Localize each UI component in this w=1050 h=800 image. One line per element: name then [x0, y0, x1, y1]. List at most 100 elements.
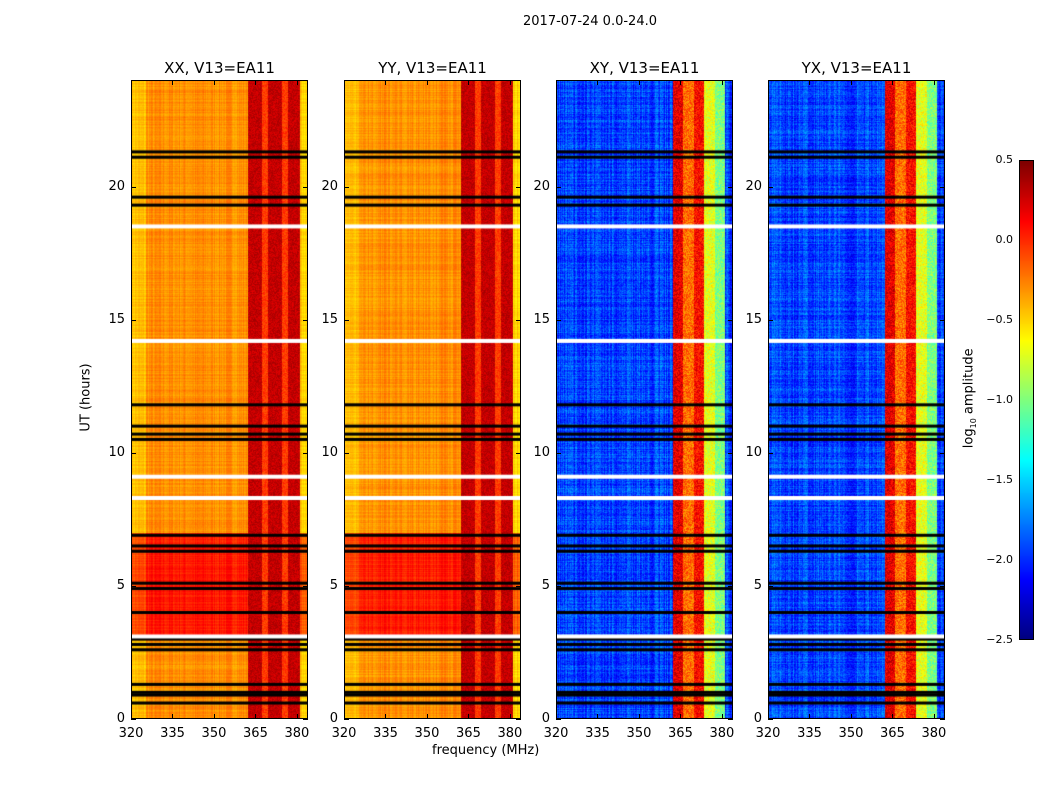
y-tick-mark	[344, 186, 349, 188]
x-tick-label: 350	[201, 726, 227, 741]
x-tick-mark	[509, 80, 511, 85]
x-tick-mark	[131, 714, 132, 719]
x-tick-mark	[680, 714, 682, 719]
y-tick-mark	[516, 585, 521, 587]
x-tick-mark	[597, 714, 599, 719]
x-tick-mark	[426, 80, 428, 85]
y-tick-mark	[768, 452, 773, 454]
figure-title: 2017-07-24 0.0-24.0	[523, 14, 657, 29]
y-tick-label: 10	[533, 444, 550, 460]
x-tick-label: 365	[243, 726, 268, 741]
colorbar-tick-label: −0.5	[986, 313, 1013, 326]
x-tick-mark	[213, 80, 215, 85]
x-tick-label: 350	[626, 726, 652, 741]
y-tick-mark	[728, 452, 733, 454]
panel-title: YY, V13=EA11	[378, 59, 487, 77]
y-tick-label: 20	[533, 178, 550, 194]
y-tick-label: 0	[329, 711, 338, 726]
panel-title: YX, V13=EA11	[801, 59, 912, 77]
x-tick-mark	[933, 80, 935, 85]
x-tick-label: 320	[331, 726, 357, 741]
y-tick-mark	[344, 719, 349, 720]
y-tick-mark	[303, 585, 308, 587]
x-tick-mark	[597, 80, 599, 85]
x-tick-label: 380	[284, 726, 310, 741]
y-tick-mark	[940, 319, 945, 321]
x-tick-label: 320	[543, 726, 569, 741]
x-tick-mark	[809, 714, 811, 719]
heatmap	[131, 80, 308, 719]
y-tick-mark	[768, 319, 773, 321]
colorbar-label: log10 amplitude	[961, 348, 979, 449]
y-tick-mark	[940, 186, 945, 188]
x-tick-mark	[468, 714, 470, 719]
x-axis-label: frequency (MHz)	[432, 743, 540, 758]
x-tick-label: 380	[709, 726, 735, 741]
y-tick-mark	[303, 452, 308, 454]
x-tick-label: 380	[497, 726, 523, 741]
x-tick-mark	[556, 714, 557, 719]
axes-frame	[768, 80, 945, 719]
y-tick-label: 10	[108, 444, 125, 460]
x-tick-label: 335	[373, 726, 398, 741]
x-tick-mark	[296, 714, 298, 719]
x-tick-mark	[344, 714, 345, 719]
y-tick-mark	[768, 585, 773, 587]
x-tick-label: 365	[880, 726, 905, 741]
y-tick-mark	[303, 319, 308, 321]
panel-xx: XX, V13=EA11 320 335 350 365 380 0 5 10 15 20	[108, 59, 309, 741]
y-tick-mark	[728, 186, 733, 188]
y-axis-label: UT (hours)	[78, 363, 94, 432]
y-tick-mark	[131, 585, 136, 587]
x-tick-mark	[933, 714, 935, 719]
y-tick-mark	[344, 585, 349, 587]
x-tick-label: 365	[668, 726, 693, 741]
x-tick-mark	[638, 80, 640, 85]
x-tick-mark	[213, 714, 215, 719]
colorbar-tick-label: −1.0	[986, 393, 1013, 406]
x-tick-label: 320	[755, 726, 781, 741]
x-tick-mark	[638, 714, 640, 719]
x-tick-mark	[172, 80, 174, 85]
x-tick-mark	[385, 80, 387, 85]
y-tick-mark	[131, 319, 136, 321]
y-tick-mark	[728, 585, 733, 587]
heatmap	[556, 80, 733, 719]
x-tick-label: 335	[797, 726, 822, 741]
y-tick-mark	[131, 452, 136, 454]
x-tick-mark	[426, 714, 428, 719]
axes-frame	[344, 80, 521, 719]
y-tick-label: 0	[116, 711, 125, 726]
axes-frame	[556, 80, 733, 719]
y-tick-mark	[303, 186, 308, 188]
x-tick-mark	[809, 80, 811, 85]
x-tick-mark	[680, 80, 682, 85]
panel-title: XX, V13=EA11	[164, 59, 275, 77]
x-tick-mark	[850, 80, 852, 85]
y-tick-label: 0	[753, 711, 762, 726]
y-tick-mark	[556, 186, 561, 188]
x-tick-mark	[296, 80, 298, 85]
y-tick-mark	[344, 452, 349, 454]
panel-xy: XY, V13=EA11 320 335 350 365 380 0 5 10 15 20	[533, 59, 734, 741]
colorbar-tick-label: 0.0	[995, 233, 1014, 246]
y-tick-label: 15	[533, 311, 550, 327]
y-tick-mark	[940, 719, 945, 720]
y-tick-label: 15	[108, 311, 125, 327]
x-tick-mark	[892, 714, 894, 719]
y-tick-mark	[303, 719, 308, 720]
panel-yy: YY, V13=EA11 320 335 350 365 380 0 5 10 15 20	[321, 59, 522, 741]
y-tick-label: 15	[745, 311, 762, 327]
y-tick-mark	[516, 319, 521, 321]
x-tick-mark	[131, 80, 132, 85]
axes-frame	[131, 80, 308, 719]
y-tick-mark	[556, 319, 561, 321]
heatmap	[768, 80, 945, 719]
x-tick-label: 320	[118, 726, 144, 741]
y-tick-mark	[556, 452, 561, 454]
x-tick-label: 350	[414, 726, 440, 741]
y-tick-mark	[516, 719, 521, 720]
y-tick-mark	[728, 319, 733, 321]
y-tick-mark	[516, 452, 521, 454]
